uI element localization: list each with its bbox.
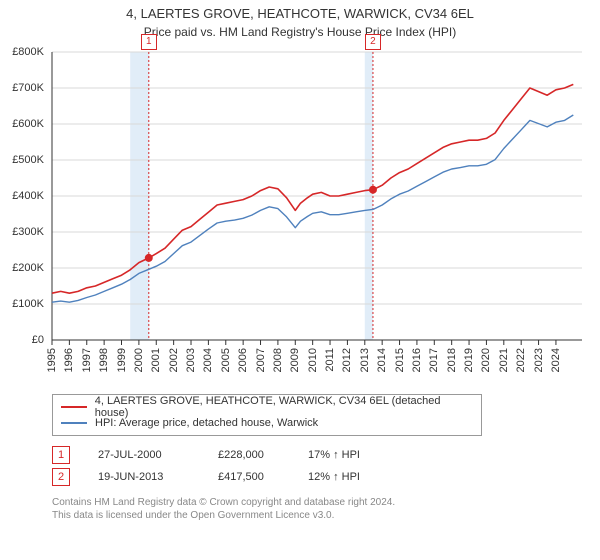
chart-title: 4, LAERTES GROVE, HEATHCOTE, WARWICK, CV… — [10, 6, 590, 23]
x-tick-label: 2021 — [498, 348, 510, 372]
chart: £0 £100K £200K £300K £400K £500K £600K £700K £80… — [10, 46, 590, 386]
transaction-date: 27-JUL-2000 — [98, 449, 218, 461]
transaction-hpi-delta: 12% ↑ HPI — [308, 471, 428, 483]
legend-swatch — [61, 406, 87, 408]
transaction-hpi-delta: 17% ↑ HPI — [308, 449, 428, 461]
x-tick-label: 2001 — [150, 348, 162, 372]
x-tick-label: 2019 — [463, 348, 475, 372]
y-tick-label: £100K — [10, 298, 48, 310]
x-tick-label: 2020 — [480, 348, 492, 372]
chart-subtitle: Price paid vs. HM Land Registry's House … — [10, 25, 590, 41]
transaction-date: 19-JUN-2013 — [98, 471, 218, 483]
x-tick-label: 2006 — [237, 348, 249, 372]
x-tick-label: 2007 — [255, 348, 267, 372]
x-tick-label: 2010 — [307, 348, 319, 372]
x-tick-label: 2004 — [202, 348, 214, 372]
chart-svg — [10, 46, 590, 386]
x-tick-label: 2000 — [133, 348, 145, 372]
transaction-price: £228,000 — [218, 449, 308, 461]
transaction-marker-box: 2 — [52, 468, 70, 486]
x-tick-label: 2018 — [446, 348, 458, 372]
footer: Contains HM Land Registry data © Crown c… — [52, 496, 590, 522]
y-tick-label: £400K — [10, 190, 48, 202]
x-tick-label: 2014 — [376, 348, 388, 372]
table-row: 2 19-JUN-2013 £417,500 12% ↑ HPI — [52, 466, 590, 488]
x-tick-label: 2023 — [533, 348, 545, 372]
y-tick-label: £500K — [10, 154, 48, 166]
x-tick-label: 1996 — [63, 348, 75, 372]
footer-line: This data is licensed under the Open Gov… — [52, 509, 590, 522]
x-tick-label: 2022 — [515, 348, 527, 372]
y-tick-label: £700K — [10, 82, 48, 94]
x-tick-label: 2015 — [394, 348, 406, 372]
x-tick-label: 1997 — [81, 348, 93, 372]
y-tick-label: £200K — [10, 262, 48, 274]
legend-swatch — [61, 422, 87, 424]
x-tick-label: 2017 — [428, 348, 440, 372]
legend-item: 4, LAERTES GROVE, HEATHCOTE, WARWICK, CV… — [61, 399, 473, 415]
transaction-price: £417,500 — [218, 471, 308, 483]
x-tick-label: 1998 — [98, 348, 110, 372]
y-tick-label: £600K — [10, 118, 48, 130]
legend: 4, LAERTES GROVE, HEATHCOTE, WARWICK, CV… — [52, 394, 482, 436]
chart-marker-box: 2 — [365, 34, 381, 50]
transaction-marker-box: 1 — [52, 446, 70, 464]
x-tick-label: 2011 — [324, 348, 336, 372]
table-row: 1 27-JUL-2000 £228,000 17% ↑ HPI — [52, 444, 590, 466]
x-tick-label: 2016 — [411, 348, 423, 372]
legend-label: HPI: Average price, detached house, Warw… — [95, 417, 318, 429]
y-tick-label: £800K — [10, 46, 48, 58]
x-tick-label: 2008 — [272, 348, 284, 372]
transaction-table: 1 27-JUL-2000 £228,000 17% ↑ HPI 2 19-JU… — [52, 444, 590, 488]
legend-label: 4, LAERTES GROVE, HEATHCOTE, WARWICK, CV… — [95, 395, 473, 419]
x-tick-label: 1999 — [116, 348, 128, 372]
x-tick-label: 2009 — [289, 348, 301, 372]
x-tick-label: 2002 — [168, 348, 180, 372]
x-tick-label: 2005 — [220, 348, 232, 372]
x-tick-label: 2013 — [359, 348, 371, 372]
x-tick-label: 2003 — [185, 348, 197, 372]
x-tick-label: 2012 — [341, 348, 353, 372]
x-tick-label: 1995 — [46, 348, 58, 372]
y-tick-label: £0 — [10, 334, 48, 346]
y-tick-label: £300K — [10, 226, 48, 238]
footer-line: Contains HM Land Registry data © Crown c… — [52, 496, 590, 509]
chart-marker-box: 1 — [141, 34, 157, 50]
x-tick-label: 2024 — [550, 348, 562, 372]
